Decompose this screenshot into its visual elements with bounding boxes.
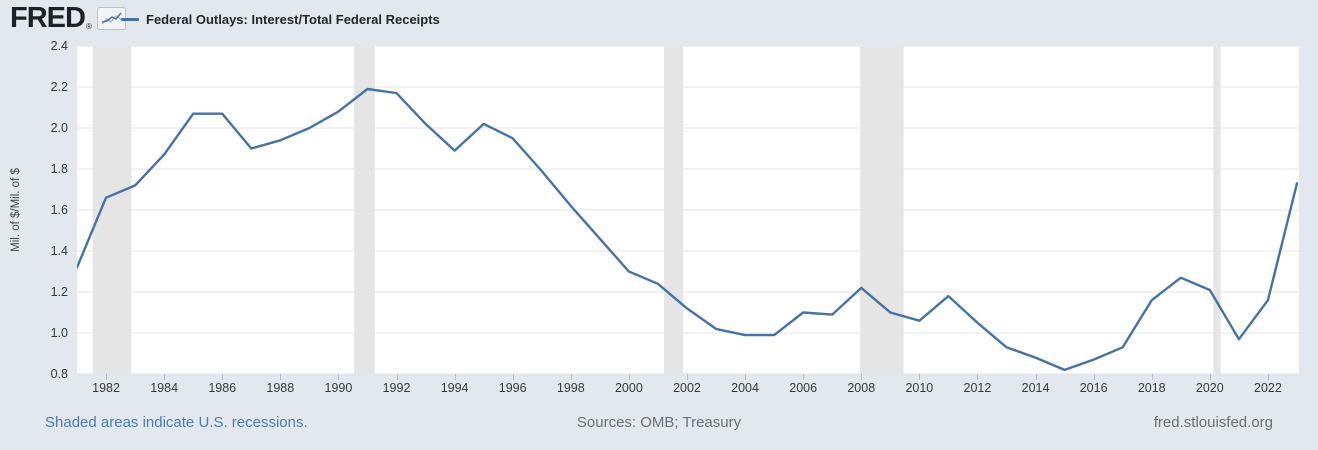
x-tick-label: 1994 bbox=[440, 381, 469, 395]
x-tick-mark bbox=[1267, 374, 1269, 380]
x-tick-mark bbox=[280, 374, 282, 380]
legend-series-label: Federal Outlays: Interest/Total Federal … bbox=[146, 12, 440, 27]
x-tick-mark bbox=[396, 374, 398, 380]
x-tick-label: 2008 bbox=[847, 381, 876, 395]
y-tick-label: 2.4 bbox=[50, 39, 68, 53]
x-tick-label: 2014 bbox=[1021, 381, 1050, 395]
fred-site-link[interactable]: fred.stlouisfed.org bbox=[1153, 414, 1273, 431]
x-tick-mark bbox=[1209, 374, 1211, 380]
x-tick-label: 1998 bbox=[556, 381, 585, 395]
x-tick-mark bbox=[977, 374, 979, 380]
y-tick-label: 1.4 bbox=[50, 244, 68, 258]
x-tick-label: 1990 bbox=[324, 381, 353, 395]
recession-band bbox=[664, 46, 684, 374]
x-tick-label: 2004 bbox=[731, 381, 759, 395]
fred-logo[interactable]: FRED ® bbox=[10, 2, 126, 34]
x-tick-label: 2016 bbox=[1079, 381, 1108, 395]
chart-header: FRED ® Federal Outlays: Interest/Total F… bbox=[0, 0, 1318, 40]
x-tick-mark bbox=[1151, 374, 1153, 380]
x-tick-label: 1984 bbox=[150, 381, 179, 395]
x-tick-label: 2010 bbox=[905, 381, 934, 395]
data-series-line bbox=[77, 87, 1299, 372]
recession-band bbox=[92, 46, 132, 374]
x-tick-mark bbox=[745, 374, 747, 380]
recession-band bbox=[354, 46, 375, 374]
x-tick-label: 1996 bbox=[498, 381, 527, 395]
recession-band bbox=[1213, 46, 1221, 374]
x-tick-label: 2012 bbox=[963, 381, 992, 395]
x-tick-label: 1986 bbox=[208, 381, 237, 395]
y-tick-label: 1.8 bbox=[50, 162, 68, 176]
x-tick-label: 2022 bbox=[1254, 381, 1282, 395]
recession-band bbox=[860, 46, 904, 374]
x-tick-mark bbox=[861, 374, 863, 380]
x-tick-mark bbox=[1035, 374, 1037, 380]
x-tick-mark bbox=[454, 374, 456, 380]
x-tick-mark bbox=[919, 374, 921, 380]
plot-area[interactable] bbox=[77, 46, 1299, 374]
x-tick-label: 2002 bbox=[673, 381, 701, 395]
chart-footer: Shaded areas indicate U.S. recessions. S… bbox=[0, 414, 1318, 436]
x-tick-label: 2018 bbox=[1137, 381, 1166, 395]
x-tick-label: 2000 bbox=[614, 381, 643, 395]
y-tick-label: 2.2 bbox=[50, 80, 68, 94]
x-tick-mark bbox=[803, 374, 805, 380]
legend-line-key bbox=[121, 18, 139, 21]
x-tick-mark bbox=[164, 374, 166, 380]
y-axis-title: Mil. of $/Mil. of $ bbox=[10, 168, 22, 252]
recession-note-link[interactable]: Shaded areas indicate U.S. recessions. bbox=[45, 414, 308, 431]
x-tick-label: 2020 bbox=[1195, 381, 1224, 395]
sources-text: Sources: OMB; Treasury bbox=[576, 414, 742, 431]
x-tick-label: 1992 bbox=[382, 381, 411, 395]
x-tick-mark bbox=[338, 374, 340, 380]
x-tick-label: 1988 bbox=[266, 381, 295, 395]
x-tick-mark bbox=[628, 374, 630, 380]
chart-canvas bbox=[77, 46, 1299, 374]
y-tick-label: 1.2 bbox=[50, 285, 68, 299]
x-tick-mark bbox=[222, 374, 224, 380]
x-tick-mark bbox=[570, 374, 572, 380]
fred-logo-text: FRED bbox=[10, 2, 86, 34]
y-tick-label: 0.8 bbox=[50, 367, 68, 381]
x-tick-label: 1982 bbox=[92, 381, 120, 395]
x-tick-mark bbox=[1093, 374, 1095, 380]
legend-item[interactable]: Federal Outlays: Interest/Total Federal … bbox=[121, 12, 440, 27]
registered-trademark: ® bbox=[85, 22, 92, 31]
y-tick-label: 1.6 bbox=[50, 203, 68, 217]
x-tick-mark bbox=[106, 374, 108, 380]
y-tick-label: 2.0 bbox=[50, 121, 68, 135]
x-tick-label: 2006 bbox=[789, 381, 818, 395]
x-tick-mark bbox=[512, 374, 514, 380]
y-tick-label: 1.0 bbox=[50, 326, 68, 340]
x-tick-mark bbox=[686, 374, 688, 380]
